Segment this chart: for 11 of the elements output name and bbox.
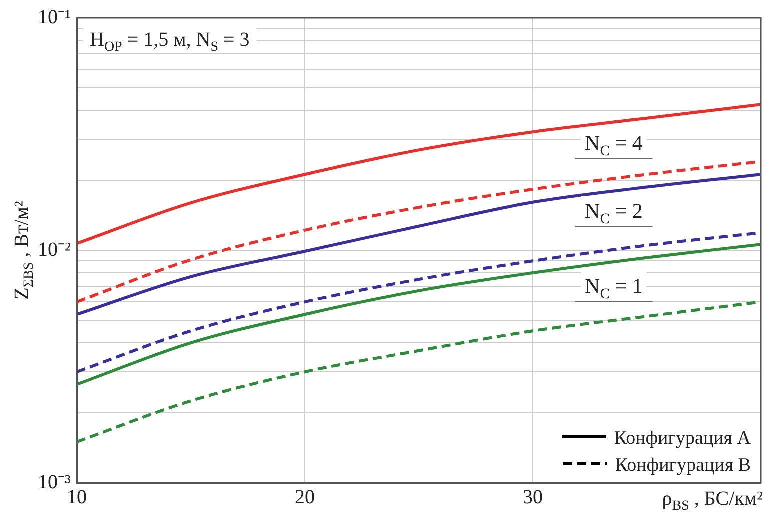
- line-series: [77, 103, 761, 246]
- annotation: Конфигурация B: [615, 455, 752, 476]
- annotation: Конфигурация A: [614, 428, 752, 449]
- x-tick-label: 30: [523, 486, 543, 508]
- line-series: [77, 173, 761, 316]
- x-tick-label: 20: [295, 486, 315, 508]
- y-axis-title: ZΣBS , Вт/м²: [11, 201, 37, 300]
- y-tick-label: 10⁻²: [38, 238, 71, 261]
- y-tick-label: 10⁻¹: [38, 6, 71, 28]
- line-series: [77, 243, 761, 386]
- line-series: [77, 160, 761, 304]
